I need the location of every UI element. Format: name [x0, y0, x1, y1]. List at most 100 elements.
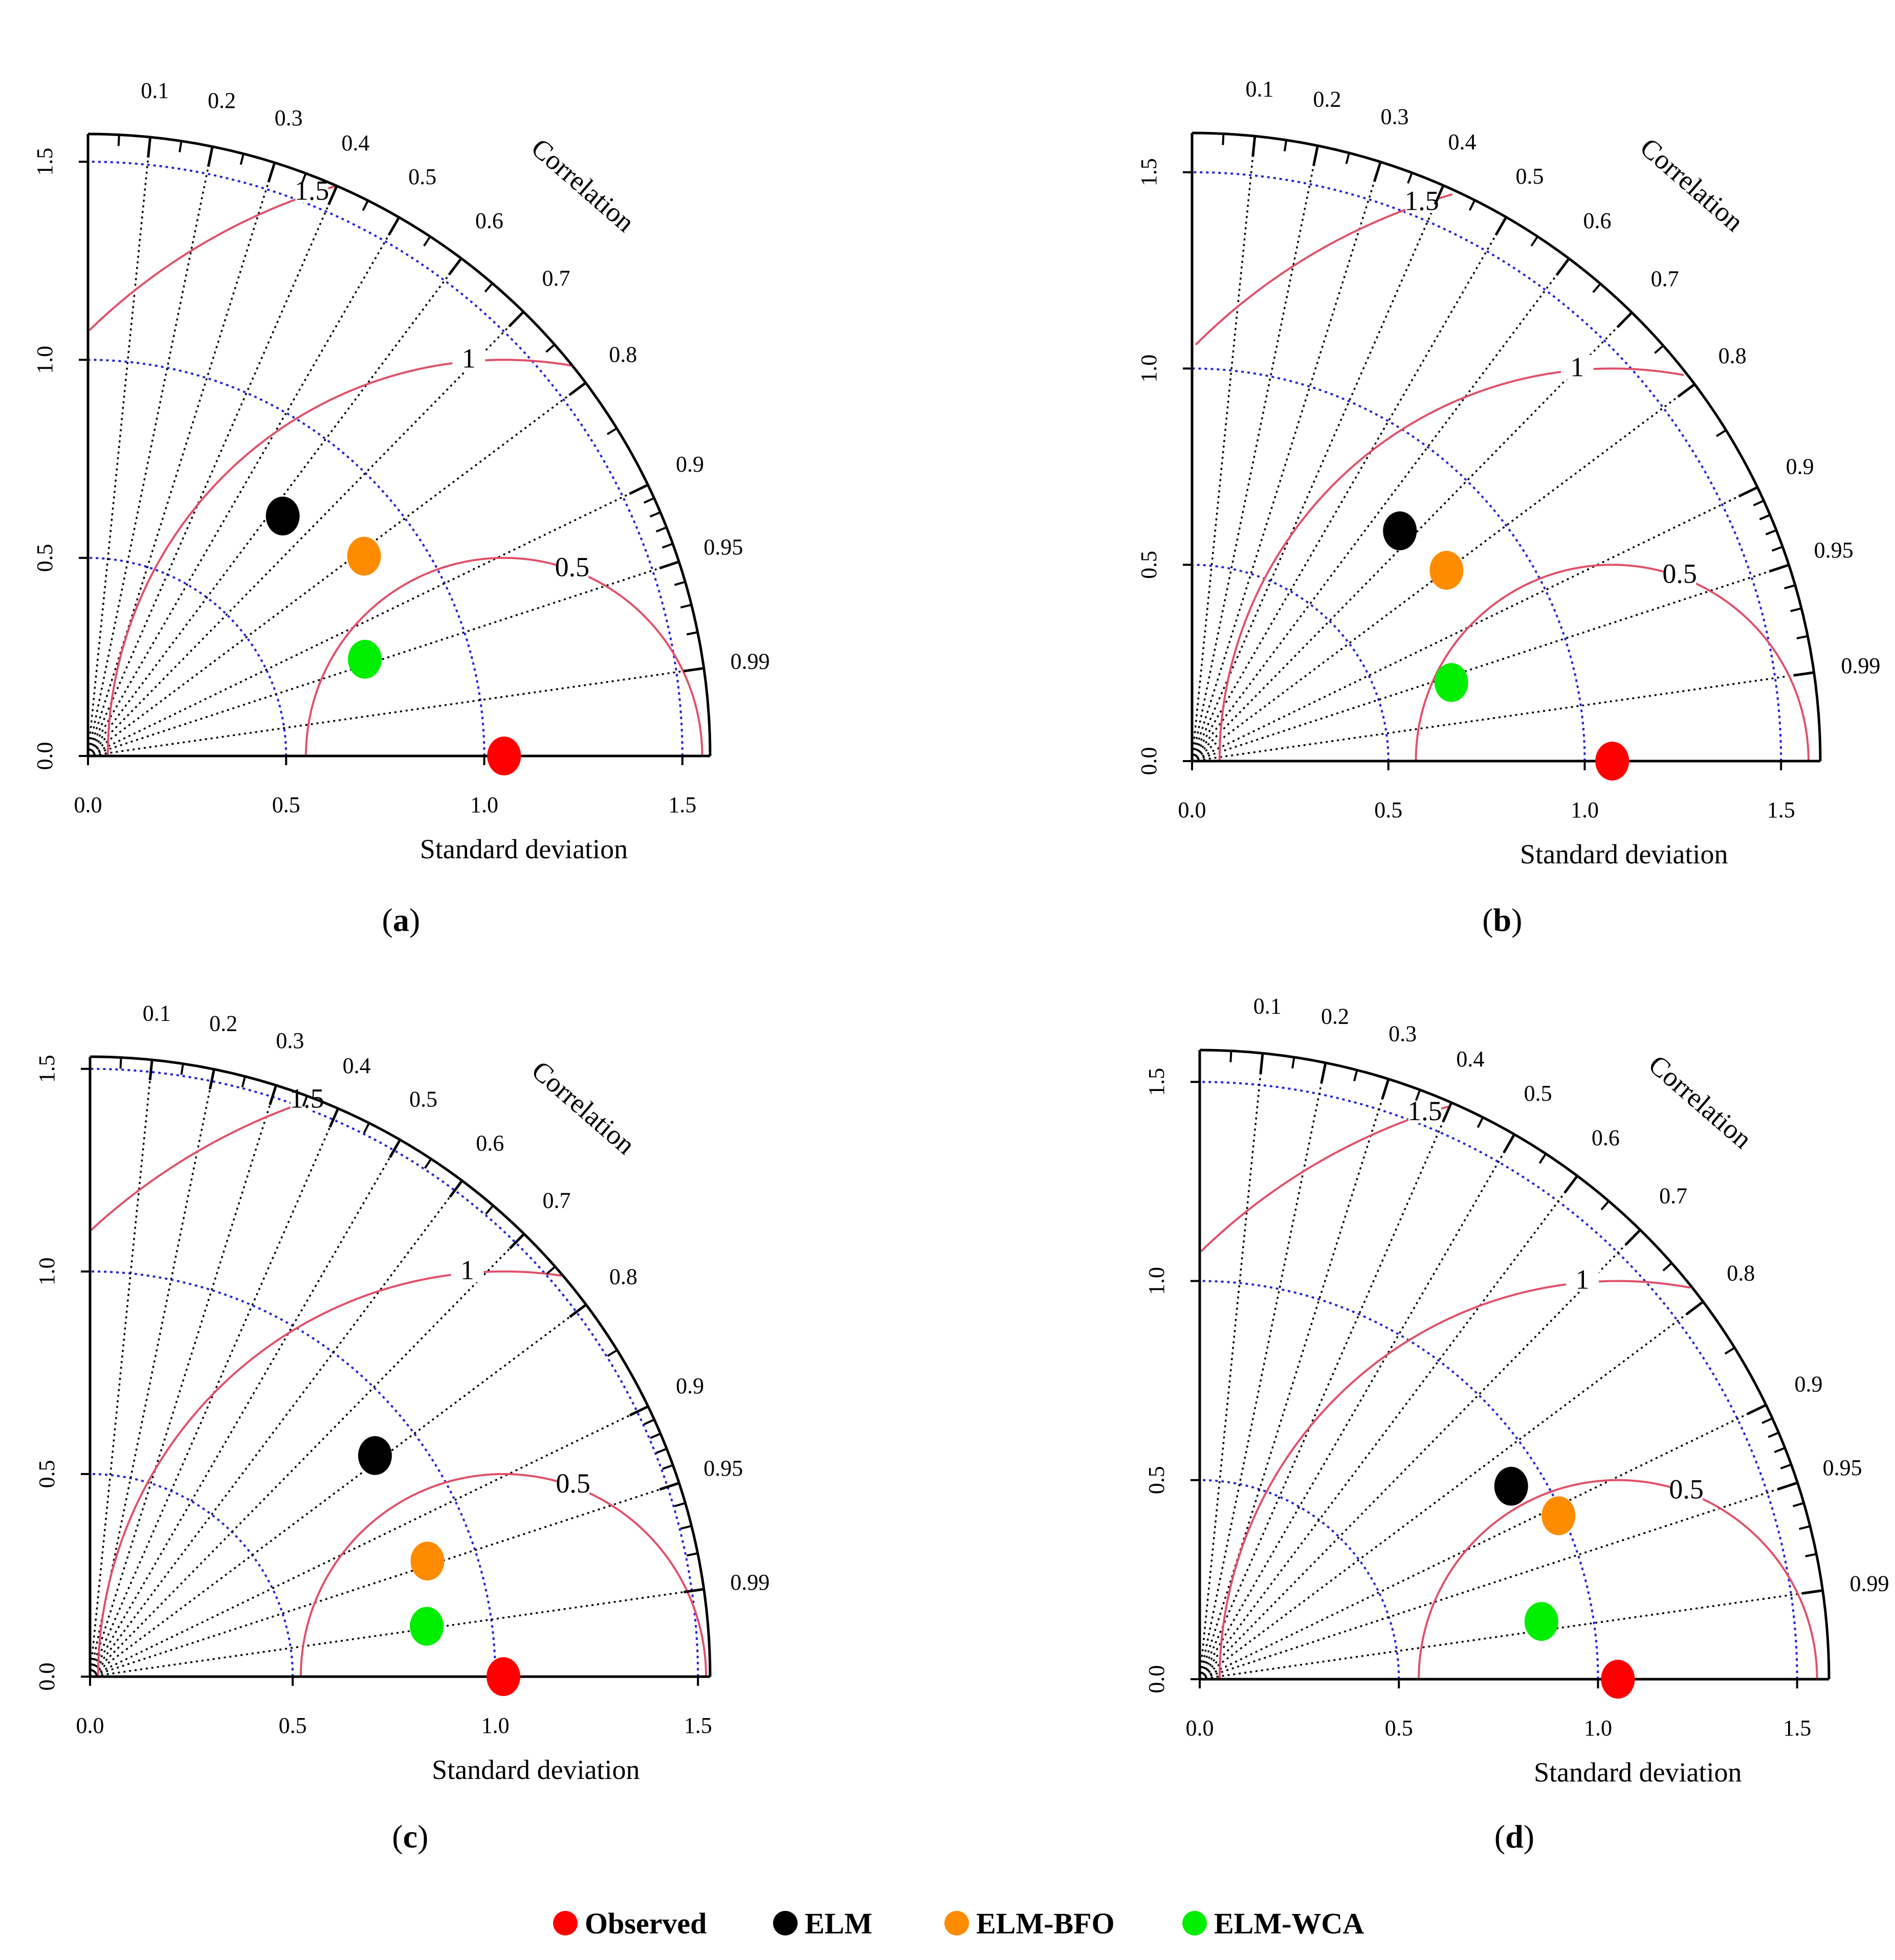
taylor-panel-c: 0.511.50.0 0.5 1.0 1.50.00.51.01.5Standard … — [34, 1001, 769, 1855]
correlation-tick-label: 0.6 — [476, 1131, 504, 1156]
x-tick-label: 1.5 — [1767, 797, 1795, 822]
correlation-tick — [1738, 486, 1758, 498]
correlation-ray — [89, 1094, 274, 1677]
correlation-tick — [629, 1405, 649, 1417]
sd-arc — [87, 556, 288, 756]
legend-marker-elm-bfo — [944, 1911, 969, 1935]
correlation-tick — [423, 236, 431, 247]
correlation-tick — [1555, 258, 1570, 276]
rms-arc — [1195, 193, 1453, 346]
correlation-ray — [87, 265, 457, 757]
correlation-tick — [545, 344, 556, 353]
correlation-tick — [1415, 1089, 1421, 1101]
caption-part: ) — [1524, 1818, 1534, 1855]
correlation-tick — [1777, 1481, 1798, 1490]
caption-part: ( — [1482, 902, 1493, 938]
correlation-ray — [87, 146, 150, 756]
rms-arc — [299, 1473, 708, 1677]
caption-part: a — [393, 902, 409, 938]
x-tick-label: 0.5 — [279, 1713, 307, 1738]
correlation-tick — [1600, 1200, 1610, 1211]
legend-label-elm-wca: ELM-WCA — [1214, 1907, 1364, 1940]
correlation-tick — [1345, 152, 1350, 164]
correlation-tick — [424, 1158, 432, 1169]
correlation-tick — [1494, 216, 1508, 236]
x-tick-label: 0.5 — [1374, 797, 1402, 822]
correlation-tick — [1747, 1404, 1767, 1415]
correlation-tick — [1769, 564, 1790, 573]
correlation-ray — [89, 1309, 580, 1678]
x-axis-title: Standard deviation — [420, 834, 628, 864]
correlation-tick — [629, 483, 649, 495]
y-tick-label: 1.5 — [1144, 1068, 1169, 1096]
y-tick-label: 0.0 — [1144, 1665, 1169, 1694]
legend-marker-observed — [553, 1911, 578, 1935]
x-tick-label: 1.0 — [481, 1713, 510, 1738]
caption-part: ( — [382, 902, 393, 938]
correlation-tick — [1616, 311, 1633, 328]
rms-label: 1 — [1576, 1264, 1590, 1295]
point-elm-bfo — [1541, 1496, 1576, 1535]
correlation-tick — [148, 1059, 153, 1081]
correlation-tick — [1251, 136, 1257, 157]
rms-label-bg — [452, 346, 486, 371]
caption-part: c — [403, 1818, 417, 1855]
correlation-ray — [1191, 145, 1255, 762]
rms-label: 1.5 — [1404, 186, 1439, 216]
caption-part: b — [1493, 902, 1512, 938]
correlation-tick — [686, 631, 698, 636]
rms-arc — [1415, 564, 1810, 762]
x-tick-label: 0.0 — [76, 1713, 104, 1738]
correlation-tick-label: 0.2 — [1313, 87, 1341, 112]
correlation-tick-label: 0.9 — [1786, 454, 1814, 479]
rms-label: 0.5 — [556, 1468, 590, 1499]
panel-caption: (d) — [1494, 1818, 1534, 1855]
correlation-tick — [1768, 1432, 1779, 1438]
correlation-tick — [662, 543, 673, 549]
y-tick-label: 1.0 — [32, 346, 57, 374]
correlation-ray — [1191, 193, 1441, 762]
point-observed — [487, 737, 521, 775]
caption-part: d — [1505, 1818, 1524, 1855]
taylor-panel-b: 0.5 1 1.5 0.0 0.5 1.0 1.5 0.0 0.5 1.0 1.5 Standard … — [1136, 77, 1880, 938]
correlation-tick-label: 0.8 — [1727, 1261, 1755, 1286]
correlation-ray — [1192, 567, 1780, 762]
correlation-tick — [659, 1482, 680, 1491]
x-tick-label: 1.5 — [684, 1713, 712, 1738]
y-tick-label: 0.0 — [34, 1663, 59, 1691]
correlation-tick — [328, 1108, 340, 1128]
x-tick-label: 1.0 — [1584, 1716, 1612, 1741]
point-elm-wca — [348, 639, 382, 679]
x-tick-label: 0.0 — [1178, 797, 1206, 822]
correlation-ray — [87, 564, 671, 757]
correlation-tick-label: 0.1 — [1253, 993, 1282, 1018]
correlation-tick — [643, 497, 655, 504]
sd-arc — [90, 1067, 699, 1677]
correlation-tick — [656, 1447, 667, 1454]
correlation-ray — [87, 318, 518, 757]
panel-caption: (a) — [382, 902, 421, 938]
correlation-tick — [1291, 1057, 1295, 1069]
correlation-tick-label: 0.8 — [1718, 343, 1747, 368]
correlation-tick-label: 0.9 — [676, 1373, 704, 1398]
correlation-tick — [1753, 500, 1765, 506]
rms-arc — [1418, 1479, 1818, 1680]
rms-label: 1 — [462, 343, 476, 374]
legend-marker-elm-wca — [1182, 1911, 1207, 1935]
correlation-ray — [1191, 318, 1626, 762]
rms-arc — [1200, 1105, 1449, 1253]
correlation-tick — [1477, 1117, 1484, 1128]
correlation-tick-label: 0.8 — [609, 342, 637, 367]
correlation-ray — [89, 1068, 152, 1677]
correlation-ray — [1191, 154, 1317, 762]
y-tick-label: 0.5 — [32, 544, 57, 572]
correlation-ray — [1191, 225, 1503, 762]
correlation-tick-label: 0.3 — [1381, 104, 1409, 129]
correlation-tick-label: 0.4 — [1456, 1046, 1484, 1072]
correlation-tick-label: 0.9 — [1795, 1372, 1823, 1397]
point-elm-wca — [1434, 663, 1468, 702]
correlation-tick — [659, 560, 679, 570]
correlation-tick-label: 0.8 — [609, 1264, 637, 1289]
correlation-tick-label: 0.1 — [1246, 77, 1274, 102]
